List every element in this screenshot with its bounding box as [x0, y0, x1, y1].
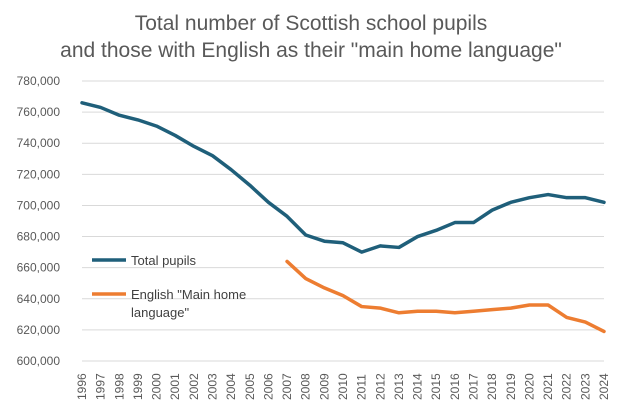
legend-label-english-line-2: language" — [131, 305, 189, 320]
x-tick-label: 2010 — [336, 373, 350, 400]
x-tick-label: 2023 — [578, 373, 592, 400]
x-tick-label: 2020 — [522, 373, 536, 400]
x-tick-label: 1997 — [94, 373, 108, 400]
x-axis-tick-labels: 1996 1997 1998 1999 2000 2001 2002 2003 2004 2005… — [75, 373, 611, 400]
legend-label-english-line-1: English "Main home — [131, 287, 246, 302]
x-tick-label: 1999 — [131, 373, 145, 400]
y-tick-label: 640,000 — [17, 292, 61, 306]
legend: Total pupils English "Main home language… — [92, 253, 246, 320]
x-tick-label: 2005 — [243, 373, 257, 400]
y-tick-label: 600,000 — [17, 354, 61, 368]
x-tick-label: 1998 — [112, 373, 126, 400]
x-tick-label: 2003 — [206, 373, 220, 400]
x-tick-label: 2016 — [448, 373, 462, 400]
y-tick-label: 760,000 — [17, 105, 61, 119]
y-tick-label: 740,000 — [17, 136, 61, 150]
y-axis-tick-labels: 600,000 620,000 640,000 660,000 680,000 700,0… — [17, 74, 61, 368]
x-tick-label: 2009 — [317, 373, 331, 400]
series-lines — [80, 101, 606, 334]
chart-title: Total number of Scottish school pupils a… — [0, 10, 622, 64]
x-tick-label: 2007 — [280, 373, 294, 400]
x-tick-label: 2008 — [299, 373, 313, 400]
y-tick-label: 680,000 — [17, 230, 61, 244]
chart-title-line-2: and those with English as their "main ho… — [60, 39, 562, 62]
series-line-english-main-home-language — [285, 259, 606, 334]
chart-title-line-1: Total number of Scottish school pupils — [134, 12, 488, 35]
x-tick-label: 2013 — [392, 373, 406, 400]
x-tick-label: 2012 — [373, 373, 387, 400]
x-tick-label: 2018 — [485, 373, 499, 400]
x-tick-label: 2001 — [168, 373, 182, 400]
y-tick-label: 700,000 — [17, 198, 61, 212]
series-line-total-pupils — [80, 101, 606, 254]
x-tick-label: 2021 — [541, 373, 555, 400]
x-tick-label: 2017 — [467, 373, 481, 400]
legend-label-total-pupils: Total pupils — [131, 253, 197, 268]
x-tick-label: 2015 — [429, 373, 443, 400]
y-tick-label: 620,000 — [17, 323, 61, 337]
y-tick-label: 660,000 — [17, 261, 61, 275]
x-tick-label: 2019 — [504, 373, 518, 400]
x-tick-label: 2006 — [261, 373, 275, 400]
x-tick-label: 2000 — [150, 373, 164, 400]
x-tick-label: 2024 — [597, 373, 611, 400]
y-tick-label: 780,000 — [17, 74, 61, 88]
gridlines — [82, 80, 604, 362]
y-tick-label: 720,000 — [17, 167, 61, 181]
x-tick-label: 2022 — [560, 373, 574, 400]
x-tick-label: 2014 — [411, 373, 425, 400]
x-tick-label: 1996 — [75, 373, 89, 400]
x-tick-label: 2002 — [187, 373, 201, 400]
x-tick-label: 2004 — [224, 373, 238, 400]
x-tick-label: 2011 — [355, 374, 369, 400]
